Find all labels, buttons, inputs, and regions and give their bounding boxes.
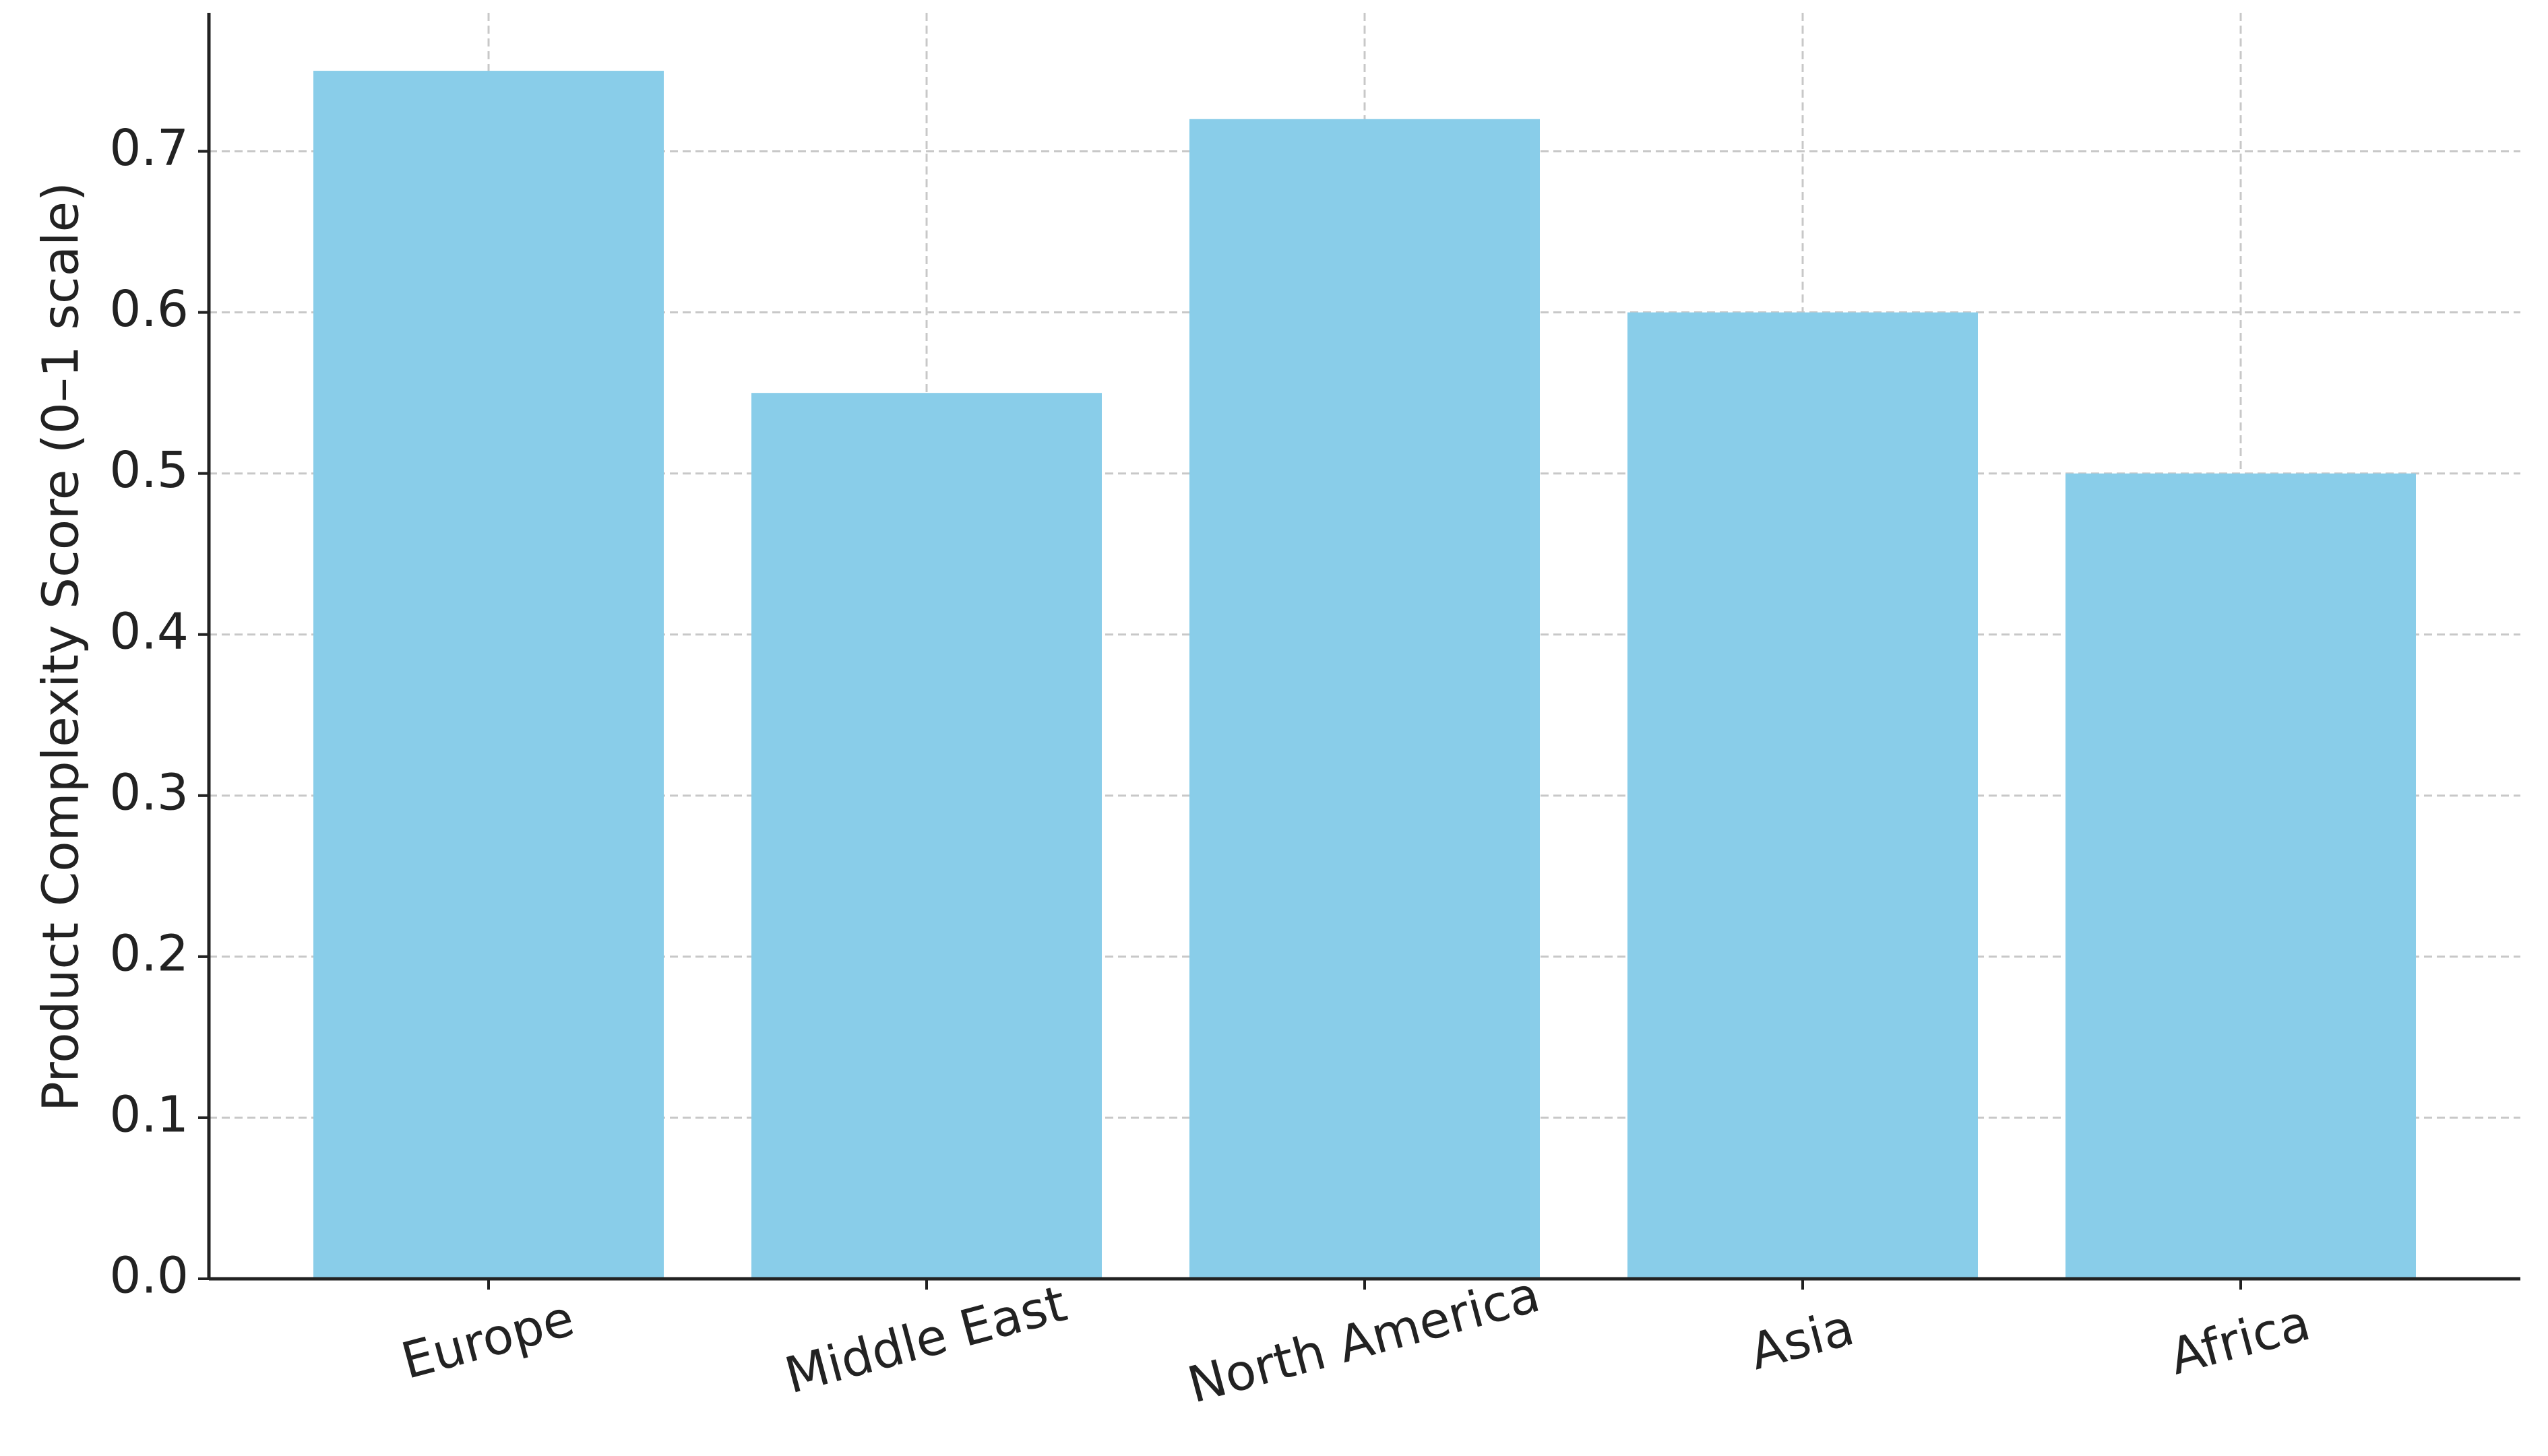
y-tick-label: 0.5: [109, 441, 189, 499]
y-tick-label: 0.7: [109, 119, 189, 177]
y-axis-label: Product Complexity Score (0–1 scale): [32, 182, 90, 1112]
y-tick-label: 0.0: [109, 1247, 189, 1305]
x-tick-label: Asia: [1744, 1298, 1860, 1381]
bar: [2065, 473, 2416, 1279]
bar: [751, 393, 1102, 1279]
y-tick-label: 0.3: [109, 763, 189, 821]
y-tick-label: 0.4: [109, 602, 189, 660]
x-tick-label: Europe: [396, 1289, 580, 1390]
x-tick-label: Africa: [2164, 1294, 2316, 1387]
bar: [313, 71, 664, 1279]
y-tick-label: 0.1: [109, 1085, 189, 1143]
x-tick-label: Middle East: [779, 1275, 1072, 1405]
bar: [1189, 119, 1540, 1279]
y-tick-label: 0.6: [109, 280, 189, 338]
bar: [1627, 312, 1978, 1279]
y-tick-label: 0.2: [109, 924, 189, 982]
